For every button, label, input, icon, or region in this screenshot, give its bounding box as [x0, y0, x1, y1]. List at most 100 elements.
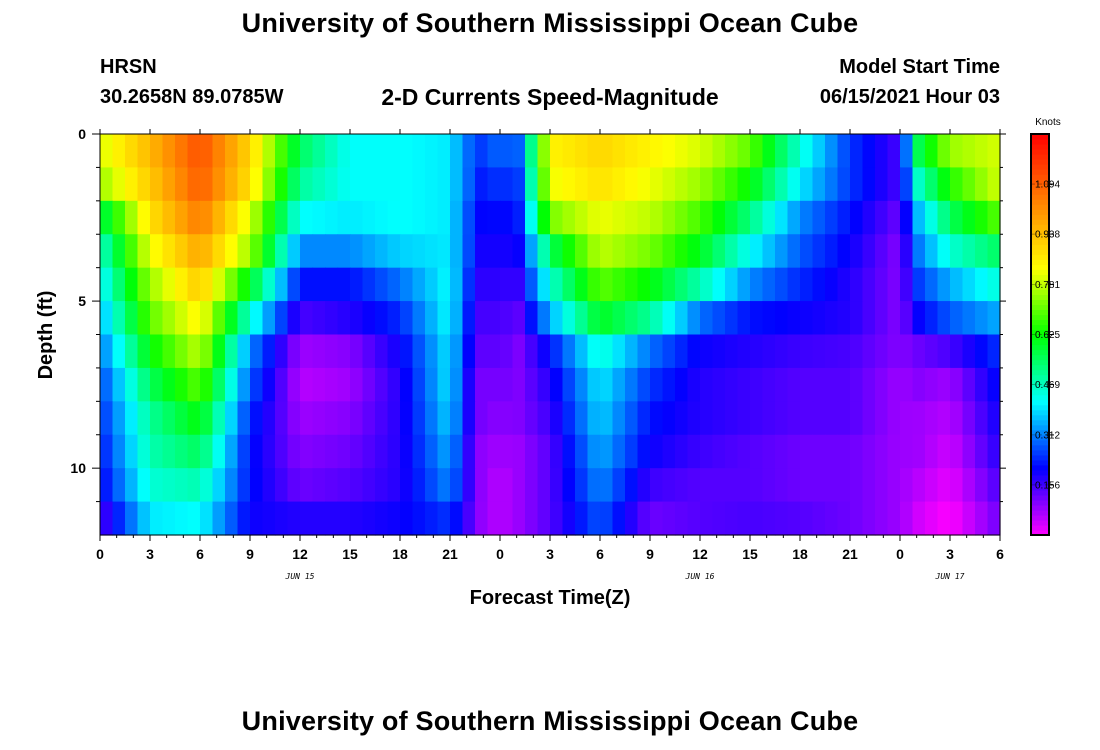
heatmap-cell — [362, 134, 376, 169]
heatmap-cell — [212, 501, 226, 536]
heatmap-cell — [612, 267, 626, 302]
heatmap-cell — [462, 267, 476, 302]
heatmap-cell — [112, 334, 126, 369]
heatmap-cell — [837, 468, 851, 503]
date-label: JUN 16 — [685, 572, 715, 581]
heatmap-cell — [575, 267, 589, 302]
colorbar-segment — [1031, 134, 1049, 140]
heatmap-cell — [575, 200, 589, 235]
heatmap-cell — [175, 167, 189, 202]
heatmap-cell — [350, 200, 364, 235]
heatmap-cell — [350, 167, 364, 202]
heatmap-cell — [362, 501, 376, 536]
heatmap-cell — [137, 301, 151, 336]
heatmap-cell — [150, 468, 164, 503]
heatmap-cell — [837, 267, 851, 302]
heatmap-cell — [912, 134, 926, 169]
heatmap-cell — [625, 267, 639, 302]
heatmap-cell — [900, 301, 914, 336]
heatmap-cell — [362, 367, 376, 402]
heatmap-cell — [725, 134, 739, 169]
heatmap-cell — [887, 234, 901, 269]
heatmap-cell — [812, 267, 826, 302]
heatmap-cell — [600, 367, 614, 402]
heatmap-cell — [637, 401, 651, 436]
heatmap-cell — [150, 434, 164, 469]
heatmap-cell — [562, 334, 576, 369]
heatmap-cell — [600, 134, 614, 169]
heatmap-cell — [537, 468, 551, 503]
heatmap-cell — [775, 167, 789, 202]
heatmap-cell — [287, 267, 301, 302]
heatmap-cell — [137, 501, 151, 536]
main-title: University of Southern Mississippi Ocean… — [241, 8, 859, 38]
heatmap-cell — [937, 434, 951, 469]
heatmap-cell — [325, 267, 339, 302]
heatmap-cell — [425, 301, 439, 336]
heatmap-cell — [662, 367, 676, 402]
heatmap-cell — [850, 434, 864, 469]
colorbar-segment — [1031, 489, 1049, 496]
heatmap-cell — [437, 334, 451, 369]
heatmap-cell — [312, 200, 326, 235]
heatmap-cell — [500, 367, 514, 402]
heatmap-cell — [662, 234, 676, 269]
heatmap-cell — [137, 468, 151, 503]
heatmap-cell — [637, 267, 651, 302]
heatmap-cell — [650, 267, 664, 302]
heatmap-cell — [812, 334, 826, 369]
heatmap-cell — [925, 401, 939, 436]
heatmap-cell — [950, 367, 964, 402]
heatmap-cell — [650, 200, 664, 235]
heatmap-cell — [637, 301, 651, 336]
heatmap-cell — [975, 367, 989, 402]
heatmap-cell — [825, 200, 839, 235]
colorbar-tick-label: 0.938 — [1035, 230, 1060, 241]
colorbar-segment — [1031, 194, 1049, 200]
heatmap-cell — [912, 301, 926, 336]
heatmap-cell — [437, 434, 451, 469]
heatmap-cell — [662, 167, 676, 202]
heatmap-cell — [762, 434, 776, 469]
colorbar-segment — [1031, 149, 1049, 155]
heatmap-cell — [575, 167, 589, 202]
heatmap-cell — [450, 200, 464, 235]
heatmap-cell — [975, 434, 989, 469]
heatmap-cell — [737, 367, 751, 402]
colorbar-segment — [1031, 199, 1049, 205]
heatmap-cell — [462, 501, 476, 536]
heatmap-cell — [962, 301, 976, 336]
heatmap-cell — [612, 234, 626, 269]
heatmap-cell — [962, 468, 976, 503]
heatmap-cell — [175, 434, 189, 469]
heatmap-cell — [100, 134, 114, 169]
heatmap-cell — [400, 167, 414, 202]
heatmap-cell — [525, 401, 539, 436]
date-label: JUN 15 — [285, 572, 315, 581]
heatmap-cell — [525, 200, 539, 235]
heatmap-cell — [625, 501, 639, 536]
heatmap-cell — [937, 200, 951, 235]
heatmap-cell — [725, 367, 739, 402]
heatmap-cell — [525, 167, 539, 202]
heatmap-cell — [900, 200, 914, 235]
heatmap-cell — [250, 200, 264, 235]
heatmap-cell — [587, 167, 601, 202]
heatmap-cell — [237, 401, 251, 436]
heatmap-cell — [787, 301, 801, 336]
heatmap-cell — [662, 134, 676, 169]
heatmap-cell — [837, 167, 851, 202]
heatmap-cell — [425, 234, 439, 269]
heatmap-cell — [525, 234, 539, 269]
heatmap-cell — [925, 434, 939, 469]
heatmap-cell — [225, 134, 239, 169]
heatmap-cell — [687, 167, 701, 202]
heatmap-cell — [537, 267, 551, 302]
heatmap-cell — [212, 301, 226, 336]
heatmap-cell — [925, 167, 939, 202]
heatmap-cell — [837, 234, 851, 269]
heatmap-cell — [362, 234, 376, 269]
heatmap-cell — [500, 134, 514, 169]
heatmap-cell — [587, 234, 601, 269]
